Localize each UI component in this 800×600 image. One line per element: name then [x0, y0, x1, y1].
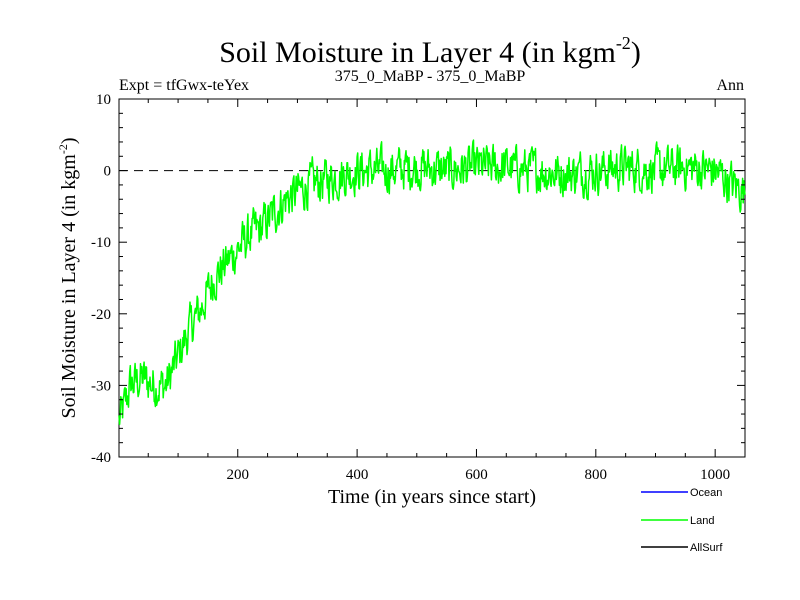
x-axis-ticks: 200 400 600 800 1000 [147, 99, 746, 483]
subtitle-experiment: Expt = tfGwx-teYex [119, 77, 249, 94]
x-tick-label: 800 [585, 467, 608, 483]
y-axis-label-end: ) [58, 137, 80, 144]
x-tick-label: 400 [346, 467, 369, 483]
chart-title-sup: -2 [616, 33, 631, 53]
chart-title: Soil Moisture in Layer 4 (in kgm-2) [219, 33, 641, 69]
chart-title-main: Soil Moisture in Layer 4 (in kgm [219, 36, 616, 69]
plot-frame [118, 98, 746, 458]
y-tick-label: -30 [91, 378, 111, 394]
subtitle-comparison: 375_0_MaBP - 375_0_MaBP [335, 68, 526, 85]
y-axis-label-main: Soil Moisture in Layer 4 (in kgm [58, 154, 80, 419]
y-tick-label: -40 [91, 450, 111, 466]
x-tick-label: 200 [227, 467, 250, 483]
chart-title-end: ) [631, 36, 641, 69]
y-tick-label: 0 [104, 164, 112, 180]
legend-ocean-label: Ocean [690, 487, 722, 499]
x-tick-label: 600 [465, 467, 488, 483]
x-axis-label: Time (in years since start) [328, 486, 536, 508]
y-tick-label: 10 [96, 92, 111, 108]
y-axis-ticks: -40 -30 -20 -10 0 10 [91, 92, 745, 466]
legend-land-label: Land [690, 515, 714, 527]
series-land-line [118, 139, 746, 426]
legend: Ocean Land AllSurf [641, 487, 723, 554]
legend-allsurf-label: AllSurf [690, 542, 723, 554]
subtitle-season: Ann [716, 77, 744, 94]
y-axis-label: Soil Moisture in Layer 4 (in kgm-2) [56, 137, 80, 418]
y-axis-label-sup: -2 [56, 144, 70, 154]
y-tick-label: -10 [91, 235, 111, 251]
y-tick-label: -20 [91, 307, 111, 323]
x-tick-label: 1000 [700, 467, 730, 483]
